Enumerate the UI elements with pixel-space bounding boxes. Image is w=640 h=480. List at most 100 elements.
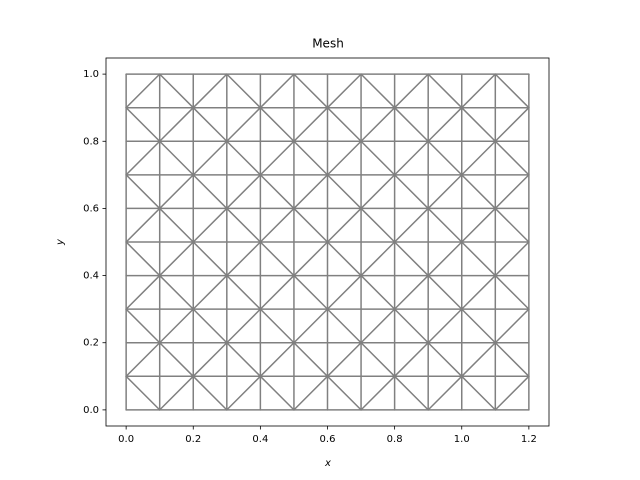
mesh-diagonal	[125, 241, 161, 277]
mesh-diagonal	[494, 73, 530, 109]
mesh-diagonal	[393, 207, 429, 243]
mesh-diagonal	[158, 341, 195, 378]
mesh-diagonal	[226, 73, 262, 109]
mesh-diagonal	[393, 341, 429, 378]
mesh-diagonal	[293, 241, 329, 277]
mesh-diagonal	[125, 274, 161, 310]
mesh-diagonal	[158, 106, 195, 143]
mesh-diagonal	[293, 341, 329, 378]
mesh-diagonal	[125, 375, 161, 411]
mesh-diagonal	[460, 106, 497, 143]
mesh-diagonal	[259, 106, 295, 143]
mesh-diagonal	[460, 241, 497, 277]
mesh-diagonal	[360, 106, 396, 143]
y-tick-label: 0.8	[83, 136, 99, 147]
mesh-diagonal	[460, 174, 497, 210]
mesh-diagonal	[259, 341, 295, 378]
mesh-diagonal	[259, 207, 295, 243]
mesh-diagonal	[293, 308, 329, 344]
mesh-diagonal	[226, 375, 262, 411]
mesh-diagonal	[460, 73, 497, 109]
mesh-diagonal	[226, 241, 262, 277]
mesh-diagonal	[326, 207, 362, 243]
y-tick-label: 0.6	[83, 203, 99, 214]
mesh-diagonal	[192, 174, 228, 210]
x-tick-label: 1.2	[521, 434, 537, 445]
mesh-diagonal	[494, 308, 530, 344]
mesh-diagonal	[393, 106, 429, 143]
mesh-diagonal	[259, 140, 295, 176]
mesh-diagonal	[460, 308, 497, 344]
mesh-diagonal	[293, 140, 329, 176]
mesh-diagonal	[494, 375, 530, 411]
mesh-diagonal	[192, 308, 228, 344]
mesh-diagonal	[360, 73, 396, 109]
mesh-diagonal	[460, 207, 497, 243]
mesh-diagonal	[360, 308, 396, 344]
mesh-diagonal	[460, 375, 497, 411]
mesh-diagonal	[360, 341, 396, 378]
y-tick-label: 0.0	[83, 405, 99, 416]
mesh-diagonal	[125, 140, 161, 176]
mesh-diagonal	[494, 241, 530, 277]
y-axis-label: y	[55, 238, 66, 246]
mesh-diagonal	[460, 140, 497, 176]
mesh-diagonal	[158, 140, 195, 176]
mesh-diagonal	[226, 274, 262, 310]
mesh-diagonal	[427, 73, 463, 109]
mesh-diagonal	[326, 106, 362, 143]
mesh-diagonal	[494, 341, 530, 378]
x-tick-label: 0.6	[320, 434, 336, 445]
y-tick-label: 1.0	[83, 69, 99, 80]
mesh-diagonal	[192, 341, 228, 378]
mesh-diagonal	[393, 375, 429, 411]
x-tick-label: 1.0	[454, 434, 470, 445]
mesh-diagonal	[293, 174, 329, 210]
chart-title: Mesh	[312, 37, 344, 51]
mesh-diagonal	[226, 106, 262, 143]
mesh-diagonal	[393, 274, 429, 310]
mesh-diagonal	[192, 140, 228, 176]
mesh-diagonal	[158, 174, 195, 210]
mesh-diagonal	[393, 140, 429, 176]
mesh-diagonal	[192, 241, 228, 277]
mesh-diagonal	[293, 274, 329, 310]
mesh-diagonal	[494, 106, 530, 143]
x-axis-label: x	[324, 458, 331, 469]
mesh-diagonal	[427, 174, 463, 210]
mesh-diagonal	[427, 241, 463, 277]
mesh-diagonal	[326, 174, 362, 210]
mesh-diagonal	[259, 73, 295, 109]
mesh-diagonal	[326, 241, 362, 277]
mesh-diagonal	[460, 274, 497, 310]
mesh-diagonal	[393, 174, 429, 210]
y-tick-label: 0.2	[83, 338, 99, 349]
mesh-diagonal	[427, 341, 463, 378]
mesh-diagonal	[293, 375, 329, 411]
mesh-diagonal	[494, 140, 530, 176]
mesh-diagonal	[427, 308, 463, 344]
x-tick-label: 0.2	[185, 434, 201, 445]
mesh-diagonal	[293, 106, 329, 143]
mesh-diagonal	[427, 140, 463, 176]
mesh-diagonal	[427, 274, 463, 310]
mesh-diagonal	[360, 375, 396, 411]
mesh-diagonal	[360, 241, 396, 277]
mesh-diagonal	[360, 140, 396, 176]
mesh-diagonal	[259, 308, 295, 344]
mesh-diagonal	[460, 341, 497, 378]
mesh-diagonal	[427, 106, 463, 143]
x-tick-label: 0.4	[252, 434, 268, 445]
mesh-diagonal	[360, 274, 396, 310]
mesh-diagonal	[259, 375, 295, 411]
mesh-diagonal	[158, 274, 195, 310]
x-tick-label: 0.8	[387, 434, 403, 445]
y-tick-label: 0.4	[83, 271, 99, 282]
mesh-diagonal	[158, 375, 195, 411]
mesh-diagonal	[226, 174, 262, 210]
mesh-diagonal	[158, 73, 195, 109]
mesh-diagonal	[125, 73, 161, 109]
mesh-diagonal	[192, 375, 228, 411]
mesh-diagonal	[125, 207, 161, 243]
